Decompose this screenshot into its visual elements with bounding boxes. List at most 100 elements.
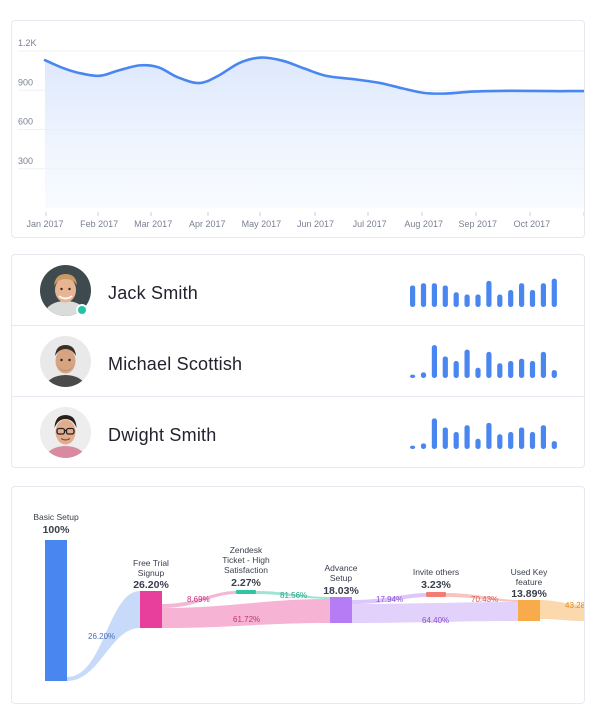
activity-bar [519, 427, 525, 449]
flow-label: 64.40% [422, 616, 449, 625]
funnel-step-pct: 2.27% [231, 577, 261, 589]
x-tick-label: May 2017 [242, 219, 282, 229]
flow-label: 17.94% [376, 595, 403, 604]
funnel-step-name: Used Key [511, 567, 549, 577]
activity-bar [453, 432, 459, 449]
list-item-person[interactable]: Dwight Smith [12, 397, 584, 467]
activity-bar [431, 418, 437, 449]
x-tick-label: Jun 2017 [297, 219, 334, 229]
y-tick-label: 1.2K [18, 38, 37, 48]
funnel-step-name: Ticket - High [222, 555, 270, 565]
avatar[interactable] [40, 265, 91, 316]
funnel-step-name: Advance [324, 563, 357, 573]
funnel-step-name: Signup [138, 568, 165, 578]
activity-bar [410, 374, 416, 378]
x-tick-label: Mar 2017 [134, 219, 172, 229]
activity-bar [442, 285, 448, 307]
line-chart-card: 300 600 900 1.2K Jan 2017 Feb 2017 Mar 2017 Ap… [11, 20, 585, 238]
funnel-node-free-trial-signup[interactable] [140, 591, 162, 628]
list-item-person[interactable]: Michael Scottish [12, 326, 584, 397]
person-name[interactable]: Dwight Smith [108, 425, 217, 445]
flow-label: 8.69% [187, 595, 210, 604]
activity-bar [420, 372, 427, 378]
funnel-step-pct: 26.20% [133, 579, 169, 591]
activity-bar [453, 361, 459, 378]
funnel-step-name: Zendesk [230, 545, 263, 555]
online-status-dot [76, 304, 88, 316]
flow-advance-to-used[interactable] [352, 602, 518, 623]
funnel-step-name: Free Trial [133, 558, 169, 568]
activity-bar [475, 367, 481, 378]
funnel-step-pct: 3.23% [421, 579, 451, 591]
series-area [45, 57, 584, 208]
flow-label: 43.28 [565, 601, 585, 610]
person-name[interactable]: Michael Scottish [108, 354, 243, 374]
activity-bar [486, 280, 492, 307]
funnel-node-zendesk-ticket[interactable] [236, 590, 256, 594]
activity-bar [551, 441, 557, 449]
funnel-step-name: Invite others [413, 567, 459, 577]
flow-used-onward[interactable] [540, 600, 585, 621]
funnel-step-name: Setup [330, 573, 352, 583]
activity-bar [442, 356, 448, 378]
flow-trial-to-advance[interactable] [162, 599, 330, 628]
activity-bar [497, 363, 503, 378]
activity-bar [529, 361, 536, 378]
funnel-step-name: feature [516, 577, 543, 587]
avatar-photo-icon [40, 265, 91, 316]
activity-bar [508, 290, 514, 307]
activity-bar [420, 443, 427, 449]
activity-bar [497, 294, 503, 307]
funnel-node-invite-others[interactable] [426, 592, 446, 597]
funnel-step-pct: 100% [43, 524, 71, 536]
flow-basic-to-trial-band[interactable] [67, 591, 140, 681]
activity-bar [464, 294, 470, 307]
avatar[interactable] [40, 407, 91, 458]
x-tick-label: Feb 2017 [80, 219, 118, 229]
y-tick-label: 900 [18, 77, 33, 87]
activity-bar [420, 283, 427, 307]
activity-sparkline [410, 278, 557, 307]
activity-bar [486, 351, 492, 378]
person-name[interactable]: Jack Smith [108, 283, 199, 303]
flow-label: 61.72% [233, 615, 260, 624]
funnel-step-name: Satisfaction [224, 565, 268, 575]
x-tick-label: Jan 2017 [26, 219, 63, 229]
activity-bar [519, 283, 525, 307]
avatar[interactable] [40, 336, 91, 387]
activity-bar [540, 283, 546, 307]
flow-zendesk-to-advance[interactable] [256, 591, 330, 599]
activity-bar [540, 351, 546, 378]
activity-bar [410, 285, 416, 307]
funnel-step-pct: 18.03% [323, 585, 359, 597]
list-item-person[interactable]: Jack Smith [12, 255, 584, 326]
funnel-chart-card: Basic Setup Free Trial Signup Zendesk Ti… [11, 486, 585, 704]
activity-bar [410, 445, 416, 449]
funnel-node-used-key-feature[interactable] [518, 600, 540, 621]
flow-trial-to-zendesk[interactable] [162, 591, 236, 608]
x-tick-label: Apr 2017 [189, 219, 226, 229]
line-chart: 300 600 900 1.2K Jan 2017 Feb 2017 Mar 2017 Ap… [18, 38, 585, 229]
activity-bar [529, 432, 536, 449]
funnel-node-basic-setup[interactable] [45, 540, 67, 681]
x-tick-label: Jul 2017 [353, 219, 387, 229]
activity-bar [540, 425, 546, 449]
activity-bar [464, 425, 470, 449]
flow-label: 70.43% [471, 595, 498, 604]
activity-bar [508, 432, 514, 449]
x-tick-label: Aug 2017 [404, 219, 443, 229]
activity-bar [551, 278, 557, 307]
flow-advance-to-invite[interactable] [352, 593, 426, 604]
activity-bar [551, 370, 557, 378]
activity-bar [431, 283, 437, 307]
flow-invite-to-used[interactable] [446, 593, 518, 602]
activity-bar [519, 358, 525, 378]
activity-bar [475, 438, 481, 449]
avatar-photo-icon [40, 336, 91, 387]
series-line[interactable] [43, 56, 585, 95]
funnel-node-advance-setup[interactable] [330, 597, 352, 623]
x-tick-label: Oct 2017 [514, 219, 551, 229]
funnel-chart: Basic Setup Free Trial Signup Zendesk Ti… [33, 512, 585, 681]
activity-bar [486, 422, 492, 449]
x-tick-label: Sep 2017 [459, 219, 498, 229]
